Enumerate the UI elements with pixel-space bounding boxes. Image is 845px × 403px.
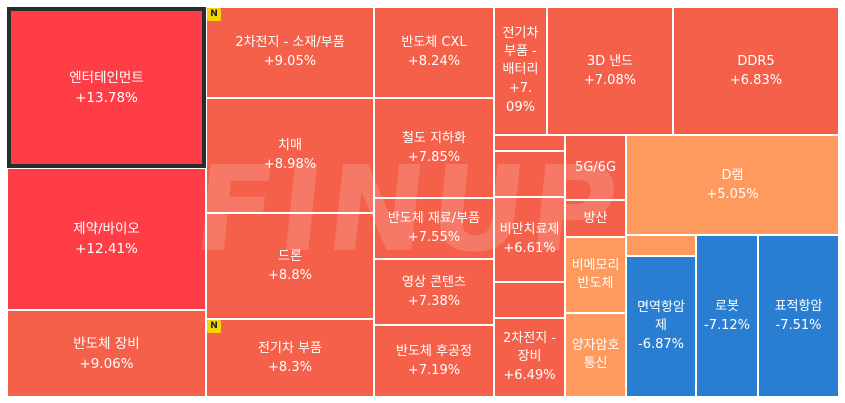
tile-name: 제약/바이오 <box>73 221 140 237</box>
tile-semiconductor-equipment[interactable]: 반도체 장비 +9.06% <box>7 310 206 397</box>
tile-change: -6.87% <box>638 337 684 352</box>
tile-video-content[interactable]: 영상 콘텐츠 +7.38% <box>374 259 494 325</box>
tile-5g-6g[interactable]: 5G/6G <box>565 135 626 200</box>
tile-change: +6.83% <box>729 72 783 88</box>
tile-name: 엔터테인먼트 <box>69 69 144 86</box>
tile-change: +8.24% <box>407 54 461 69</box>
tile-battery-materials[interactable]: 2차전지 - 소재/부품 +9.05% <box>206 7 374 98</box>
tile-name: 반도체 후공정 <box>396 343 472 359</box>
tile-small-a[interactable] <box>494 135 565 151</box>
tile-name: 영상 콘텐츠 <box>402 274 466 290</box>
tile-change: +5.05% <box>706 186 759 202</box>
new-badge: N <box>207 8 221 21</box>
tile-semiconductor-cxl[interactable]: 반도체 CXL +8.24% <box>374 7 494 98</box>
tile-name: 반도체 CXL <box>401 35 467 50</box>
tile-change: +8.3% <box>268 359 312 375</box>
tile-name: 표적항암 <box>774 298 823 314</box>
tile-name: 3D 낸드 <box>586 53 634 69</box>
tile-name: 양자암호통신 <box>571 338 620 371</box>
tile-dementia[interactable]: 치매 +8.98% <box>206 98 374 213</box>
tile-defense[interactable]: 방산 <box>565 200 626 237</box>
tile-small-b[interactable] <box>494 151 565 197</box>
tile-name: 비메모리 반도체 <box>571 258 620 291</box>
tile-pharma-bio[interactable]: 제약/바이오 +12.41% <box>7 168 206 310</box>
tile-entertainment[interactable]: 엔터테인먼트 +13.78% <box>7 7 206 168</box>
tile-change: -7.51% <box>775 317 822 333</box>
tile-change: +12.41% <box>75 241 138 257</box>
tile-name: 방산 <box>583 210 608 226</box>
tile-change: +6.49% <box>503 368 556 383</box>
tile-name: 면역항암제 <box>637 300 685 333</box>
tile-targeted-oncology[interactable]: 표적항암 -7.51% <box>758 235 839 397</box>
tile-ev-parts[interactable]: 전기차 부품 +8.3% <box>206 319 374 397</box>
tile-dram[interactable]: D램 +5.05% <box>626 135 839 235</box>
tile-drone[interactable]: 드론 +8.8% <box>206 213 374 319</box>
tile-change: +9.05% <box>263 54 317 69</box>
tile-name: DDR5 <box>737 53 775 69</box>
tile-change: +9.06% <box>79 355 134 372</box>
tile-name: 치매 <box>278 138 302 153</box>
tile-change: +7.85% <box>407 149 461 165</box>
tile-change: +6.61% <box>503 241 556 256</box>
tile-change: +8.98% <box>263 157 317 172</box>
tile-name: D램 <box>721 167 744 183</box>
tile-name: 반도체 재료/부품 <box>387 211 481 226</box>
tile-change: +7.19% <box>407 362 461 378</box>
tile-small-d[interactable] <box>626 235 696 256</box>
tile-change: +8.8% <box>268 267 312 283</box>
tile-change: +7.08% <box>583 72 637 88</box>
tile-small-c[interactable] <box>494 282 565 318</box>
tile-ddr5[interactable]: DDR5 +6.83% <box>673 7 839 135</box>
tile-name: 반도체 장비 <box>73 335 140 352</box>
tile-semiconductor-materials[interactable]: 반도체 재료/부품 +7.55% <box>374 198 494 259</box>
tile-name: 철도 지하화 <box>402 130 466 146</box>
tile-semiconductor-backend[interactable]: 반도체 후공정 +7.19% <box>374 325 494 397</box>
tile-change: +7.38% <box>407 293 461 309</box>
tile-change: +7.55% <box>407 230 461 245</box>
tile-name: 전기차 부품 - 배터리 <box>502 26 539 77</box>
tile-3d-nand[interactable]: 3D 낸드 +7.08% <box>547 7 673 135</box>
tile-name: 전기차 부품 <box>258 340 322 356</box>
tile-battery-equipment[interactable]: 2차전지 - 장비 +6.49% <box>494 318 565 397</box>
tile-name: 5G/6G <box>574 159 617 175</box>
tile-name: 드론 <box>278 248 302 264</box>
new-badge: N <box>207 320 221 333</box>
tile-obesity-drug[interactable]: 비만치료제 +6.61% <box>494 197 565 282</box>
tile-name: 로봇 <box>715 298 739 314</box>
tile-ev-battery[interactable]: 전기차 부품 - 배터리 +7.09% <box>494 7 547 135</box>
tile-change: +13.78% <box>75 89 138 106</box>
tile-change: +7.09% <box>506 81 535 115</box>
tile-change: -7.12% <box>704 317 750 333</box>
tile-name: 비만치료제 <box>499 222 560 237</box>
tile-immuno-oncology[interactable]: 면역항암제 -6.87% <box>626 256 696 397</box>
tile-name: 2차전지 - 소재/부품 <box>235 35 345 50</box>
tile-non-memory-semiconductor[interactable]: 비메모리 반도체 <box>565 237 626 313</box>
tile-robot[interactable]: 로봇 -7.12% <box>696 235 758 397</box>
tile-quantum-crypto[interactable]: 양자암호통신 <box>565 313 626 397</box>
tile-railway-underground[interactable]: 철도 지하화 +7.85% <box>374 98 494 198</box>
tile-name: 2차전지 - 장비 <box>503 331 556 364</box>
